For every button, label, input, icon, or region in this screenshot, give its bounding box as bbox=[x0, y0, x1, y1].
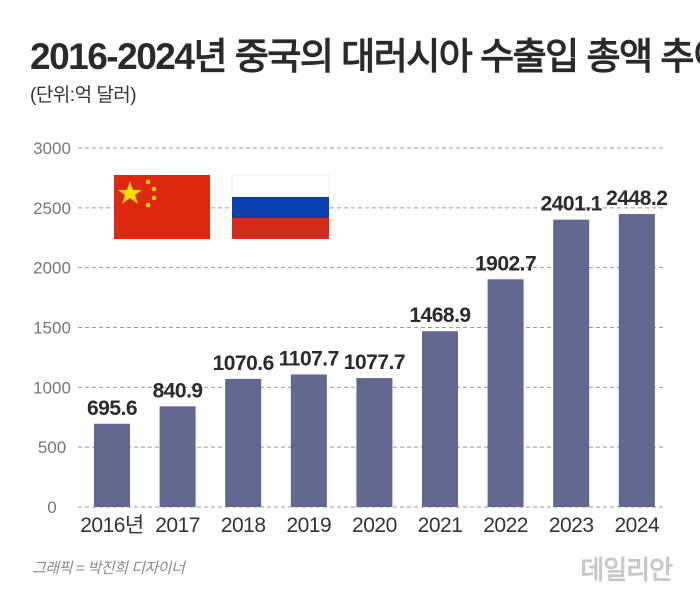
x-tick-label: 2018 bbox=[221, 514, 266, 537]
value-label: 2401.1 bbox=[541, 193, 603, 216]
value-label: 1902.7 bbox=[475, 252, 536, 275]
y-tick-label: 0 bbox=[47, 498, 56, 517]
bar bbox=[618, 214, 655, 507]
value-label: 1468.9 bbox=[409, 304, 470, 327]
china-flag bbox=[114, 175, 210, 239]
flag-star-large bbox=[118, 181, 142, 204]
x-tick-label: 2022 bbox=[483, 514, 528, 537]
value-label: 1077.7 bbox=[344, 351, 405, 374]
x-tick-label: 2021 bbox=[418, 514, 463, 537]
bar bbox=[94, 423, 130, 507]
bar bbox=[487, 279, 524, 507]
x-tick-label: 2019 bbox=[286, 514, 331, 537]
bar bbox=[225, 378, 262, 507]
value-label: 1070.6 bbox=[213, 352, 274, 375]
x-tick-label: 2017 bbox=[155, 514, 200, 537]
value-label: 695.6 bbox=[87, 397, 137, 420]
russia-flag bbox=[231, 174, 330, 239]
y-tick-label: 2000 bbox=[33, 259, 71, 278]
y-tick-label: 3000 bbox=[33, 139, 71, 158]
graphic-credit: 그래픽 = 박진희 디자이너 bbox=[32, 560, 185, 577]
y-tick-label: 500 bbox=[38, 438, 66, 457]
bar bbox=[553, 219, 590, 507]
y-tick-label: 1500 bbox=[33, 319, 71, 338]
x-tick-label: 2024 bbox=[614, 514, 660, 537]
x-tick-label: 2016년 bbox=[80, 514, 144, 537]
y-tick-label: 1000 bbox=[33, 378, 71, 397]
bar bbox=[290, 374, 327, 507]
x-tick-label: 2020 bbox=[352, 514, 397, 537]
dailian-logo: 데일리안 bbox=[580, 555, 673, 585]
x-tick-label: 2023 bbox=[549, 514, 594, 537]
chart-title: 2016-2024년 중국의 대러시아 수출입 총액 추이 bbox=[30, 36, 700, 77]
bar bbox=[159, 406, 196, 507]
value-label: 1107.7 bbox=[279, 347, 339, 370]
bar bbox=[356, 378, 393, 507]
value-label: 2448.2 bbox=[606, 187, 667, 210]
y-tick-label: 2500 bbox=[33, 199, 71, 218]
unit-label: (단위:억 달러) bbox=[30, 85, 137, 106]
value-label: 840.9 bbox=[153, 379, 203, 402]
bar bbox=[422, 331, 458, 507]
